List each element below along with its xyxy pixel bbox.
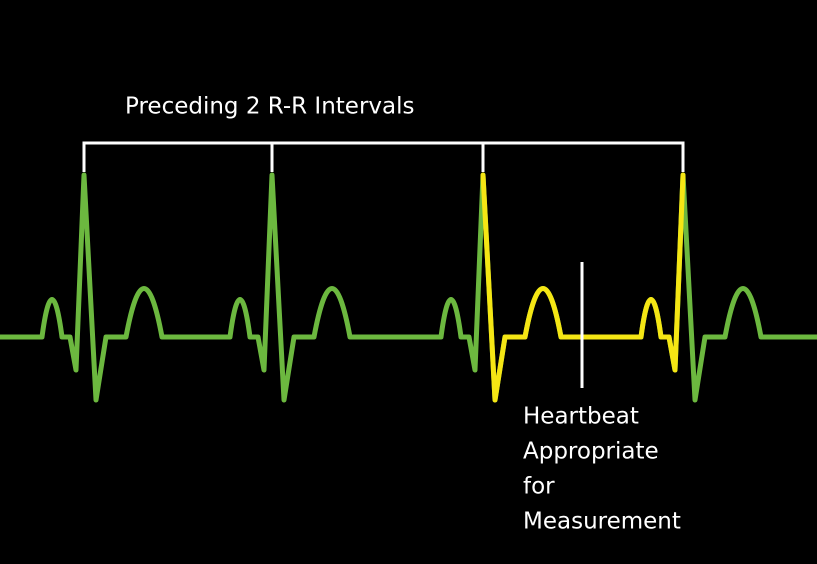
annotation-line: Appropriate: [523, 439, 659, 465]
highlighted-beat: [480, 172, 686, 403]
interval-title: Preceding 2 R-R Intervals: [125, 94, 415, 120]
annotation-line: for: [523, 474, 555, 500]
interval-bracket: [82, 141, 685, 172]
annotation-line: Measurement: [523, 509, 681, 535]
annotation-line: Heartbeat: [523, 404, 639, 430]
